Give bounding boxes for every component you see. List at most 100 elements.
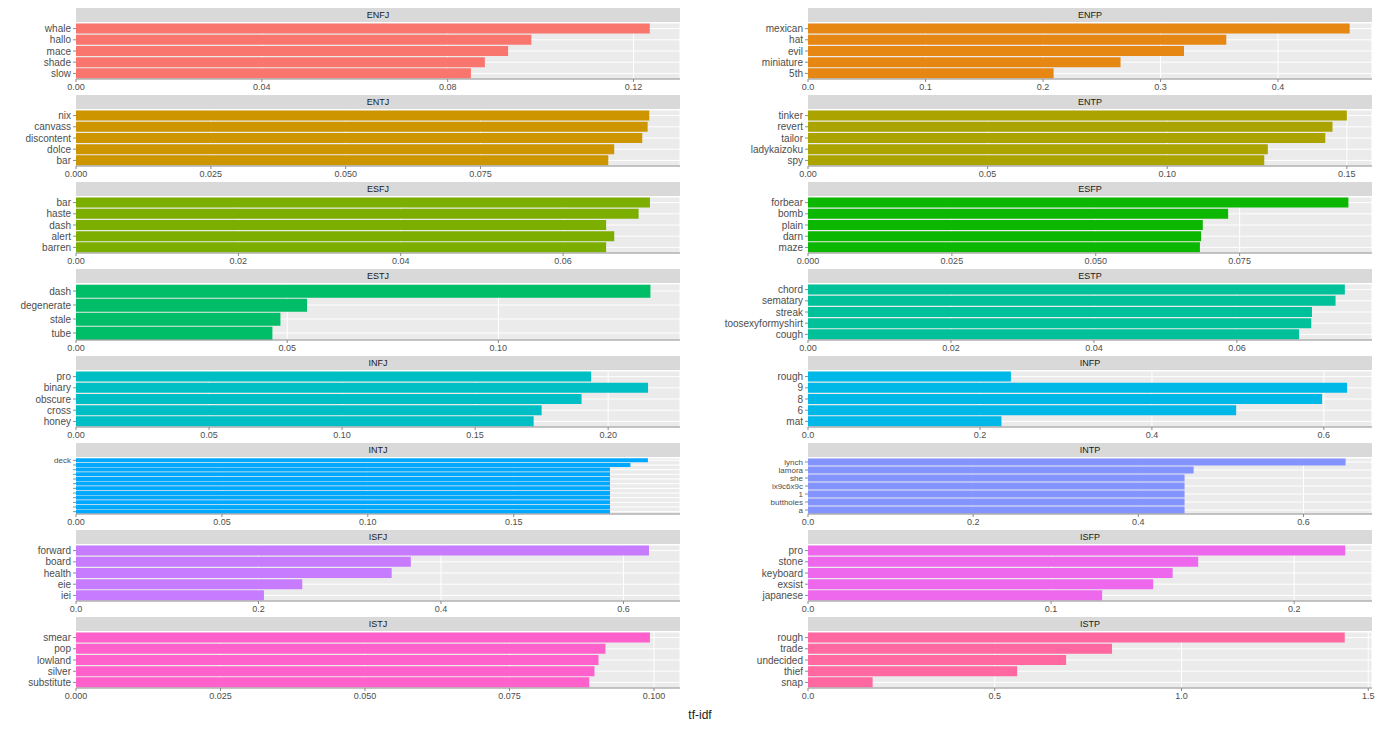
svg-text:0.6: 0.6: [1297, 517, 1310, 527]
svg-text:mexican: mexican: [766, 23, 803, 34]
svg-text:0.025: 0.025: [941, 256, 964, 266]
svg-text:maze: maze: [779, 242, 804, 253]
svg-text:0.000: 0.000: [65, 691, 88, 701]
svg-text:dash: dash: [49, 220, 71, 231]
svg-text:0.15: 0.15: [1338, 169, 1356, 179]
svg-text:0.02: 0.02: [942, 343, 960, 353]
svg-text:0.2: 0.2: [252, 604, 265, 614]
svg-text:0.5: 0.5: [988, 691, 1001, 701]
svg-text:cough: cough: [776, 329, 803, 340]
svg-text:trade: trade: [780, 643, 803, 654]
svg-text:0.025: 0.025: [200, 169, 223, 179]
svg-text:iei: iei: [61, 590, 71, 601]
svg-text:miniature: miniature: [762, 57, 804, 68]
svg-text:tinker: tinker: [779, 110, 804, 121]
svg-text:0.050: 0.050: [1084, 256, 1107, 266]
svg-text:0.075: 0.075: [469, 169, 492, 179]
svg-text:0.00: 0.00: [67, 517, 85, 527]
svg-text:sematary: sematary: [762, 295, 803, 306]
svg-text:hat: hat: [789, 34, 803, 45]
svg-text:0.075: 0.075: [498, 691, 521, 701]
svg-text:0.00: 0.00: [67, 256, 85, 266]
svg-text:0.05: 0.05: [979, 169, 997, 179]
svg-text:0.10: 0.10: [490, 343, 508, 353]
svg-text:health: health: [44, 568, 71, 579]
svg-text:ladykaizoku: ladykaizoku: [751, 144, 803, 155]
svg-text:haste: haste: [47, 208, 72, 219]
svg-text:0.075: 0.075: [1228, 256, 1251, 266]
svg-text:bomb: bomb: [778, 208, 803, 219]
svg-text:slow: slow: [51, 68, 72, 79]
svg-text:evil: evil: [788, 46, 803, 57]
svg-text:smear: smear: [43, 632, 71, 643]
svg-text:0.06: 0.06: [554, 256, 572, 266]
svg-text:0.04: 0.04: [1085, 343, 1103, 353]
svg-text:nix: nix: [58, 110, 71, 121]
svg-text:pop: pop: [54, 643, 71, 654]
svg-text:alert: alert: [52, 231, 72, 242]
svg-text:spy: spy: [787, 155, 803, 166]
svg-text:0.20: 0.20: [599, 430, 617, 440]
svg-text:stone: stone: [779, 556, 804, 567]
svg-text:0.6: 0.6: [617, 604, 630, 614]
svg-text:undecided: undecided: [757, 655, 803, 666]
svg-text:0.00: 0.00: [67, 430, 85, 440]
svg-text:mat: mat: [786, 416, 803, 427]
svg-text:0.00: 0.00: [67, 82, 85, 92]
svg-text:substitute: substitute: [28, 677, 71, 688]
svg-text:0.10: 0.10: [333, 430, 351, 440]
svg-text:0.00: 0.00: [799, 169, 817, 179]
svg-text:0.0: 0.0: [802, 517, 815, 527]
svg-text:mace: mace: [47, 46, 72, 57]
svg-text:8: 8: [797, 394, 803, 405]
svg-text:0.05: 0.05: [213, 517, 231, 527]
svg-text:0.04: 0.04: [253, 82, 271, 92]
svg-text:0.0: 0.0: [802, 82, 815, 92]
svg-text:0.025: 0.025: [209, 691, 232, 701]
svg-text:canvass: canvass: [34, 121, 71, 132]
svg-text:tube: tube: [52, 328, 72, 339]
svg-text:hallo: hallo: [50, 34, 72, 45]
svg-text:rough: rough: [777, 371, 803, 382]
svg-text:honey: honey: [44, 416, 71, 427]
svg-text:0.06: 0.06: [1228, 343, 1246, 353]
svg-text:0.0: 0.0: [802, 604, 815, 614]
svg-text:0.10: 0.10: [359, 517, 377, 527]
svg-text:rough: rough: [777, 632, 803, 643]
svg-text:dash: dash: [49, 286, 71, 297]
svg-text:discontent: discontent: [25, 133, 71, 144]
svg-text:lowland: lowland: [37, 655, 71, 666]
svg-text:0.12: 0.12: [625, 82, 643, 92]
svg-text:0.2: 0.2: [1288, 604, 1301, 614]
svg-text:revert: revert: [777, 121, 803, 132]
svg-text:degenerate: degenerate: [20, 300, 71, 311]
svg-text:0.4: 0.4: [1132, 517, 1145, 527]
svg-text:0.000: 0.000: [65, 169, 88, 179]
svg-text:0.1: 0.1: [919, 82, 932, 92]
svg-text:streak: streak: [776, 307, 804, 318]
svg-text:tailor: tailor: [781, 133, 803, 144]
svg-text:0.2: 0.2: [967, 517, 980, 527]
svg-text:0.00: 0.00: [799, 343, 817, 353]
svg-text:bar: bar: [57, 197, 72, 208]
svg-text:stale: stale: [50, 314, 72, 325]
svg-text:keyboard: keyboard: [762, 568, 803, 579]
svg-text:1.5: 1.5: [1362, 691, 1375, 701]
svg-text:0.6: 0.6: [1318, 430, 1331, 440]
svg-text:0.1: 0.1: [1045, 604, 1058, 614]
svg-text:forward: forward: [38, 545, 71, 556]
svg-text:toosexyformyshirt: toosexyformyshirt: [725, 318, 804, 329]
svg-text:0.15: 0.15: [505, 517, 523, 527]
svg-text:bar: bar: [57, 155, 72, 166]
svg-text:chord: chord: [778, 284, 803, 295]
svg-text:whale: whale: [44, 23, 72, 34]
svg-text:forbear: forbear: [771, 197, 803, 208]
svg-text:5th: 5th: [789, 68, 803, 79]
svg-text:pro: pro: [789, 545, 804, 556]
svg-text:0.0: 0.0: [70, 604, 83, 614]
svg-text:board: board: [45, 556, 71, 567]
svg-text:binary: binary: [44, 382, 71, 393]
svg-text:0.4: 0.4: [1146, 430, 1159, 440]
svg-text:0.08: 0.08: [439, 82, 457, 92]
svg-text:deck: deck: [54, 457, 72, 465]
